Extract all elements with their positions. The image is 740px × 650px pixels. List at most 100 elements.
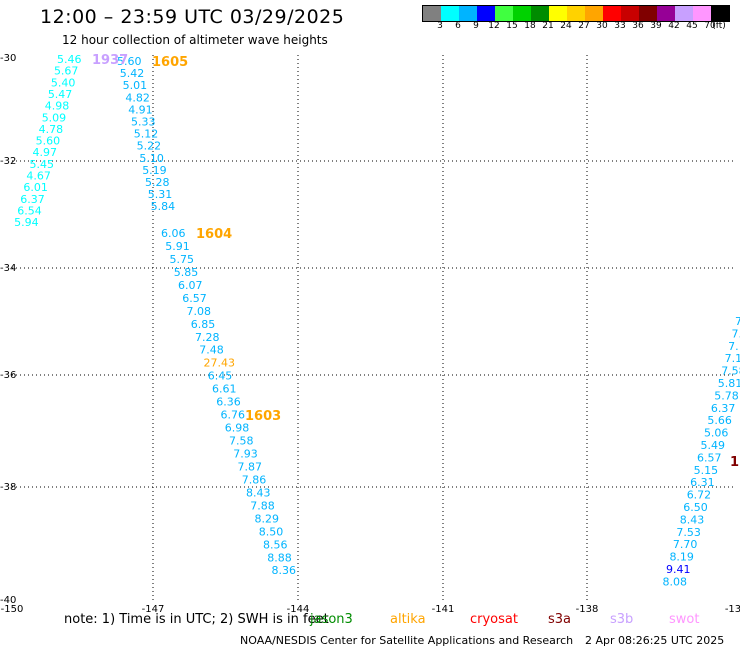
- colorbar-swatch: [585, 6, 603, 21]
- wave-height-value: 6.36: [216, 396, 241, 409]
- wave-height-value: 6.57: [697, 451, 722, 464]
- wave-height-value: 4.78: [39, 123, 64, 136]
- wave-height-value: 5.78: [714, 389, 739, 402]
- altimeter-tracks: 5.465.675.405.474.985.094.785.604.975.45…: [14, 53, 740, 588]
- wave-height-value: 8.88: [267, 551, 292, 564]
- colorbar-swatch: [675, 6, 693, 21]
- wave-height-value: 6.37: [20, 193, 44, 206]
- colorbar-label: 27: [578, 21, 590, 31]
- wave-height-value: 5.49: [701, 439, 726, 452]
- wave-height-value: 8.08: [663, 575, 688, 588]
- latitude-label: -32: [0, 156, 16, 167]
- wave-height-value: 5.84: [151, 200, 176, 213]
- wave-height-value: 5.94: [14, 216, 39, 229]
- wave-height-value: 6.37: [711, 402, 736, 415]
- track-id-label: 1603: [245, 409, 281, 424]
- colorbar-label: 24: [560, 21, 572, 31]
- colorbar-label: (ft): [712, 21, 726, 31]
- wave-height-value: 5.75: [170, 253, 195, 266]
- wave-height-value: 6.06: [161, 227, 186, 240]
- latitude-label: -30: [0, 53, 16, 64]
- colorbar-swatch: [693, 6, 711, 21]
- wave-height-value: 7.53: [676, 526, 701, 539]
- colorbar-swatch: [441, 6, 459, 21]
- latitude-label: -36: [0, 370, 16, 381]
- longitude-label: -141: [432, 604, 455, 615]
- wave-height-value: 5.91: [165, 240, 190, 253]
- longitude-label: -150: [1, 604, 24, 615]
- wave-height-value: 5.46: [57, 53, 82, 66]
- colorbar-swatch: [459, 6, 477, 21]
- wave-height-value: 8.50: [259, 525, 284, 538]
- wave-height-value: 5.22: [137, 140, 162, 153]
- wave-height-value: 5.67: [54, 65, 79, 78]
- wave-height-value: 5.42: [120, 67, 145, 80]
- legend-swot: swot: [669, 612, 700, 627]
- wave-height-value: 6.76: [221, 409, 246, 422]
- wave-height-value: 6.31: [690, 476, 715, 489]
- colorbar-label: 33: [614, 21, 626, 31]
- colorbar-swatch: [531, 6, 549, 21]
- wave-height-value: 5.47: [48, 88, 73, 101]
- colorbar-swatch: [423, 6, 441, 21]
- colorbar-swatch: [495, 6, 513, 21]
- longitude-label: -147: [142, 604, 165, 615]
- wave-height-value: 7.08: [187, 305, 212, 318]
- latitude-label: -38: [0, 482, 16, 493]
- colorbar-swatch: [603, 6, 621, 21]
- wave-height-value: 8.56: [263, 538, 288, 551]
- colorbar-label: 39: [650, 21, 662, 31]
- wave-height-value: 6.72: [687, 489, 712, 502]
- wave-height-value: 7.86: [242, 473, 267, 486]
- wave-height-value: 6.54: [17, 204, 42, 217]
- wave-height-value: 5.33: [131, 116, 156, 129]
- longitude-label: -13: [725, 604, 740, 615]
- track-id-label: 1: [730, 455, 739, 470]
- wave-height-value: 5.10: [139, 152, 164, 165]
- wave-height-value: 6.45: [208, 370, 233, 383]
- legend-jason3: jason3: [310, 612, 353, 627]
- track-id-label: 1605: [152, 55, 188, 70]
- wave-height-colorbar: [422, 5, 730, 22]
- map-title: 12:00 – 23:59 UTC 03/29/2025: [40, 6, 345, 28]
- latitude-label: -40: [0, 595, 16, 606]
- wave-height-value: 4.82: [125, 91, 149, 104]
- wave-height-value: 5.31: [148, 188, 173, 201]
- latitude-label: -34: [0, 263, 16, 274]
- colorbar-label: 42: [668, 21, 680, 31]
- colorbar-swatch: [567, 6, 585, 21]
- wave-height-value: 7.93: [233, 447, 258, 460]
- axis-labels: -150 -147 -144 -141 -138 -13 -30 -32 -34 -36 -38 -4…: [0, 53, 740, 615]
- graticule-grid: [12, 55, 735, 600]
- colorbar-label: 70: [704, 21, 716, 31]
- wave-height-value: 5.28: [145, 176, 170, 189]
- wave-height-value: 7.: [728, 340, 739, 353]
- wave-height-value: 6.01: [23, 181, 48, 194]
- wave-height-value: 6.61: [212, 383, 237, 396]
- wave-height-value: 5.40: [51, 76, 76, 89]
- wave-height-value: 7.48: [199, 344, 224, 357]
- map-subtitle: 12 hour collection of altimeter wave hei…: [62, 33, 328, 47]
- wave-height-value: 9.41: [666, 563, 691, 576]
- wave-height-value: 7.58: [229, 435, 254, 448]
- colorbar-label: 30: [596, 21, 608, 31]
- wave-height-value: 4.98: [45, 100, 69, 113]
- longitude-label: -138: [576, 604, 599, 615]
- wave-height-value: 6.98: [225, 422, 250, 435]
- wave-height-value: 5.60: [117, 55, 142, 68]
- wave-height-value: 5.66: [707, 414, 732, 427]
- wave-height-value: 5.45: [29, 158, 54, 171]
- legend-altika: altika: [390, 612, 426, 627]
- wave-height-value: 4.97: [33, 146, 58, 159]
- colorbar-swatch: [549, 6, 567, 21]
- colorbar-label: 3: [437, 21, 443, 31]
- legend-s3a: s3a: [548, 612, 572, 627]
- wave-height-value: 5.19: [142, 164, 167, 177]
- wave-height-value: 5.15: [694, 464, 719, 477]
- colorbar-swatch: [657, 6, 675, 21]
- wave-height-value: 7.: [732, 327, 740, 340]
- legend-s3b: s3b: [610, 612, 634, 627]
- wave-height-value: 5.06: [704, 427, 729, 440]
- colorbar-label: 9: [473, 21, 479, 31]
